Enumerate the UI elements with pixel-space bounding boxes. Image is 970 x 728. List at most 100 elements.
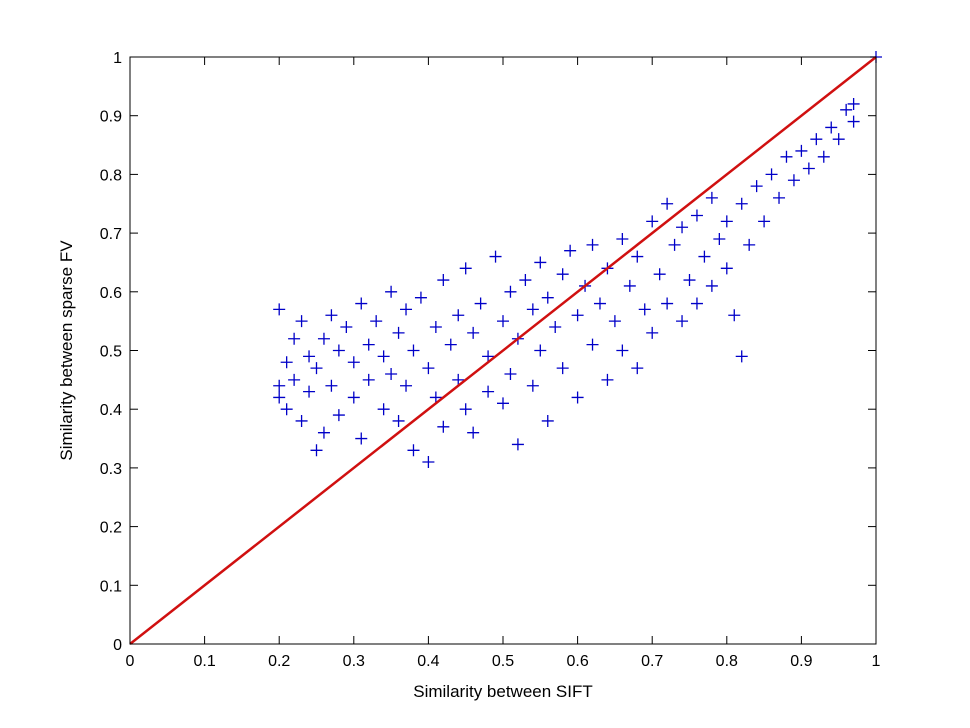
x-tick-label: 0.9 (790, 653, 812, 670)
y-tick-label: 0.9 (100, 109, 122, 126)
scatter-point (489, 250, 502, 263)
scatter-point (646, 215, 659, 228)
scatter-point (817, 150, 830, 163)
y-axis-label: Similarity between sparse FV (57, 240, 76, 461)
x-tick-label: 0.8 (716, 653, 738, 670)
scatter-point (526, 379, 539, 392)
scatter-point (459, 262, 472, 275)
x-axis-ticks: 0 0.1 0.2 0.3 0.4 0.5 0.6 0.7 0.8 0.9 1 (126, 57, 881, 670)
scatter-point (676, 221, 689, 234)
scatter-point (549, 321, 562, 334)
scatter-point (571, 309, 584, 322)
scatter-point (377, 350, 390, 363)
scatter-point (661, 197, 674, 210)
scatter-point (303, 350, 316, 363)
scatter-point (705, 191, 718, 204)
scatter-point (810, 133, 823, 146)
scatter-point (340, 321, 353, 334)
scatter-point (497, 397, 509, 410)
scatter-point (355, 432, 368, 445)
scatter-point (773, 191, 786, 204)
scatter-point (698, 250, 711, 263)
scatter-point (683, 274, 696, 287)
y-tick-label: 0 (113, 637, 122, 654)
x-tick-label: 0.1 (193, 653, 215, 670)
scatter-point (631, 250, 644, 263)
scatter-point (720, 262, 733, 275)
scatter-point (407, 344, 420, 357)
scatter-point (452, 373, 465, 386)
scatter-point (661, 297, 674, 310)
scatter-point (526, 303, 539, 316)
scatter-point (571, 391, 584, 404)
scatter-point (497, 315, 509, 328)
scatter-point (288, 373, 301, 386)
scatter-point (385, 285, 398, 298)
scatter-point (392, 326, 405, 339)
y-axis-ticks: 0 0.1 0.2 0.3 0.4 0.5 0.6 0.7 0.8 0.9 1 (100, 50, 876, 654)
scatter-point (407, 444, 420, 457)
scatter-point (586, 338, 599, 351)
scatter-point (690, 209, 703, 222)
x-axis-label: Similarity between SIFT (413, 682, 593, 701)
scatter-point (556, 362, 569, 375)
y-tick-label: 0.3 (100, 461, 122, 478)
scatter-point (638, 303, 651, 316)
scatter-point (422, 362, 435, 375)
scatter-point (332, 409, 345, 422)
scatter-point (303, 385, 316, 398)
y-tick-label: 0.2 (100, 520, 122, 537)
scatter-marks (273, 51, 882, 469)
scatter-point (780, 150, 793, 163)
scatter-point (414, 291, 427, 304)
scatter-point (713, 232, 726, 245)
x-tick-label: 0.4 (417, 653, 439, 670)
y-tick-label: 0.8 (100, 167, 122, 184)
scatter-point (355, 297, 368, 310)
scatter-point (728, 309, 741, 322)
y-tick-label: 0.7 (100, 226, 122, 243)
scatter-point (750, 180, 763, 193)
scatter-point (273, 379, 286, 392)
scatter-point (735, 197, 748, 210)
scatter-point (429, 391, 442, 404)
scatter-point (474, 297, 487, 310)
scatter-point (616, 232, 629, 245)
scatter-point (519, 274, 532, 287)
scatter-point (325, 379, 338, 392)
scatter-point (437, 420, 450, 433)
scatter-point (370, 315, 383, 328)
scatter-point (564, 244, 577, 257)
scatter-point (541, 291, 554, 304)
scatter-point (392, 414, 405, 427)
scatter-point (646, 326, 659, 339)
scatter-point (332, 344, 345, 357)
scatter-point (362, 373, 375, 386)
scatter-point (623, 279, 636, 292)
x-tick-label: 1 (872, 653, 881, 670)
scatter-point (608, 315, 621, 328)
y-tick-label: 0.1 (100, 578, 122, 595)
scatter-point (280, 403, 293, 416)
y-tick-label: 0.4 (100, 402, 122, 419)
scatter-point (795, 144, 808, 157)
x-tick-label: 0 (126, 653, 135, 670)
y-tick-label: 0.5 (100, 344, 122, 361)
scatter-point (280, 356, 293, 369)
scatter-point (273, 303, 286, 316)
scatter-point (511, 438, 524, 451)
scatter-point (467, 426, 480, 439)
y-tick-label: 1 (113, 50, 122, 67)
scatter-point (273, 391, 286, 404)
scatter-point (362, 338, 375, 351)
scatter-point (593, 297, 606, 310)
scatter-point (631, 362, 644, 375)
scatter-point (400, 303, 413, 316)
scatter-point (765, 168, 778, 181)
scatter-point (347, 356, 360, 369)
y-tick-label: 0.6 (100, 285, 122, 302)
scatter-point (534, 344, 547, 357)
scatter-point (385, 367, 398, 380)
scatter-point (802, 162, 815, 175)
